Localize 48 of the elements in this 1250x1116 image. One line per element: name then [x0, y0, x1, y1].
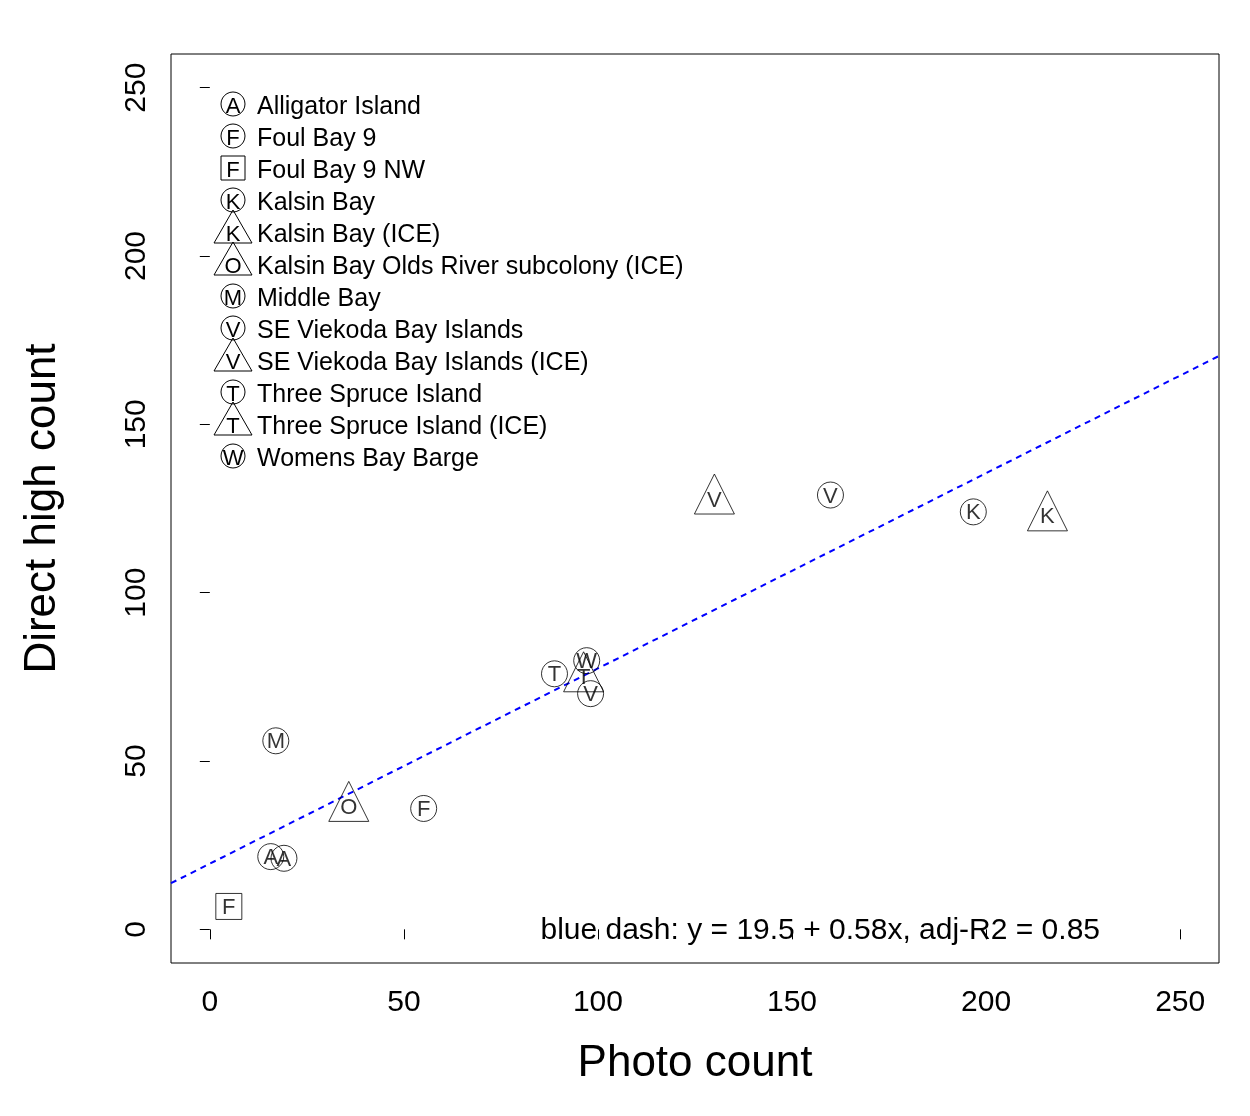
x-tick-label: 150 [767, 983, 818, 1017]
y-tick-label: 50 [117, 744, 151, 778]
data-label: T [547, 661, 562, 687]
y-tick-label: 200 [117, 230, 151, 282]
y-tick-label: 250 [117, 62, 151, 113]
data-label: K [965, 499, 981, 525]
text: W [222, 444, 244, 470]
text: F [226, 124, 240, 150]
x-tick-label: 250 [1155, 983, 1206, 1017]
legend-label: Middle Bay [257, 283, 382, 311]
y-tick-label: 150 [117, 399, 151, 450]
legend-label: Three Spruce Island [257, 379, 483, 407]
data-label: M [266, 728, 285, 754]
y-tick-label: 0 [117, 920, 151, 938]
x-tick-label: 50 [387, 983, 421, 1017]
legend-label: Three Spruce Island (ICE) [257, 411, 548, 439]
data-label: O [340, 793, 358, 819]
text: T [226, 412, 240, 438]
legend-label: SE Viekoda Bay Islands (ICE) [257, 347, 589, 375]
y-tick-label: 100 [117, 567, 151, 618]
data-label: V [707, 486, 723, 512]
x-tick-label: 0 [201, 983, 219, 1017]
text: T [226, 380, 240, 406]
text: K [225, 220, 241, 246]
legend-label: Kalsin Bay Olds River subcolony (ICE) [257, 251, 684, 279]
text: M [223, 284, 243, 310]
x-tick-label: 200 [961, 983, 1012, 1017]
legend-label: Womens Bay Barge [257, 443, 479, 471]
legend-label: Kalsin Bay (ICE) [257, 219, 441, 247]
text: K [225, 188, 241, 214]
x-tick-label: 100 [572, 983, 623, 1017]
legend-label: Kalsin Bay [257, 187, 376, 215]
legend-label: Alligator Island [257, 91, 421, 119]
x-axis-title: Photo count [577, 1035, 813, 1085]
text: V [225, 316, 241, 342]
data-label: F [222, 893, 236, 919]
data-label: V [823, 482, 839, 508]
text: A [225, 92, 241, 118]
text: F [226, 156, 240, 182]
y-axis-title: Direct high count [14, 343, 64, 674]
data-label: K [1040, 503, 1056, 529]
legend-label: Foul Bay 9 NW [257, 155, 426, 183]
legend-label: SE Viekoda Bay Islands [257, 315, 524, 343]
legend-label: Foul Bay 9 [257, 123, 377, 151]
text: V [225, 348, 241, 374]
text: O [224, 252, 242, 278]
annotation: blue dash: y = 19.5 + 0.58x, adj-R2 = 0.85 [540, 911, 1101, 945]
data-label: F [416, 795, 431, 821]
